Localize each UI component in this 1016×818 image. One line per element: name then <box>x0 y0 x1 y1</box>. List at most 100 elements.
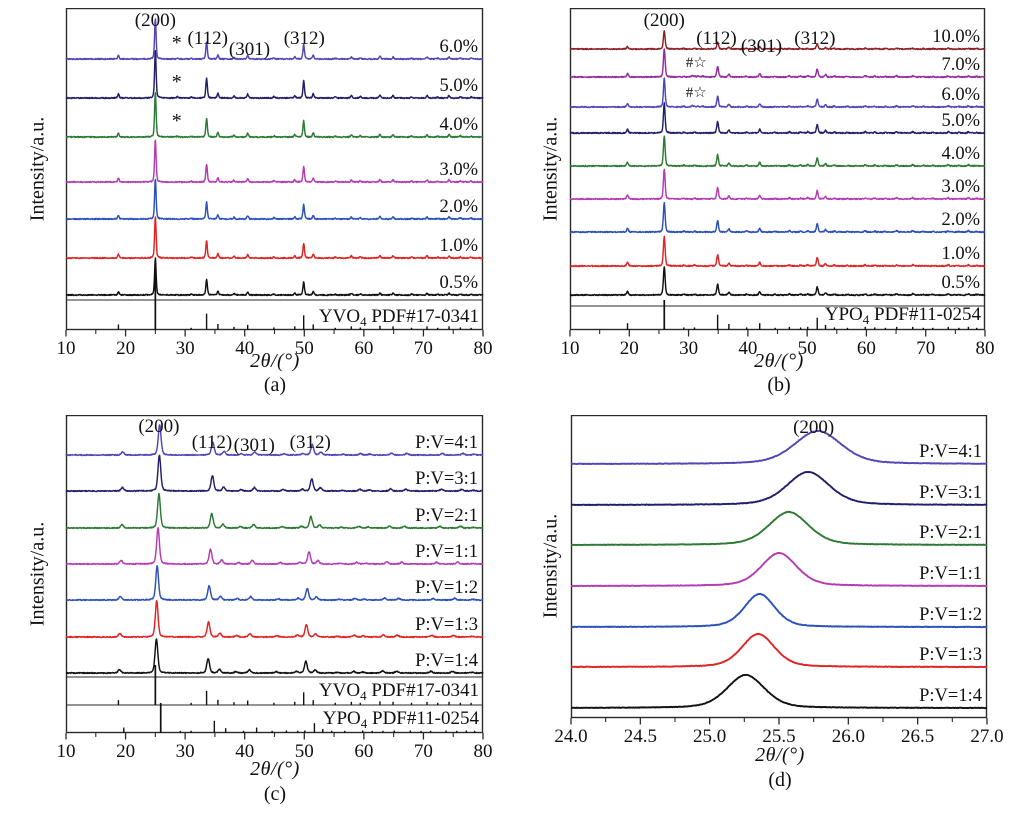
series-label-0.5%: 0.5% <box>439 273 478 293</box>
series-label-2.0%: 2.0% <box>941 210 980 230</box>
xrd-trace-10.0% <box>569 30 986 51</box>
xrd-trace-5.0% <box>569 102 986 135</box>
x-tick-label: 26.5 <box>901 726 934 747</box>
series-label-2.0%: 2.0% <box>439 197 478 217</box>
xrd-trace-6.0% <box>65 18 484 61</box>
panel-b-plot: 10 20 30 40 50 60 70 80 YPO4 PDF#11-0254 0.5% 1.0%… <box>540 7 1016 360</box>
x-tick-label: 50 <box>295 338 314 359</box>
series-label-6.0%: 6.0% <box>941 85 980 105</box>
series-label-7.0%: 7.0% <box>941 55 980 75</box>
series-label-0.5%: 0.5% <box>941 273 980 293</box>
x-tick-label: 50 <box>798 338 817 359</box>
series-label-P:V=4:1: P:V=4:1 <box>415 433 478 453</box>
x-tick-label: 40 <box>235 741 254 762</box>
peak-annotation-(301): (301) <box>741 36 782 57</box>
peak-annotation-(312): (312) <box>794 28 835 49</box>
xrd-trace-3.0% <box>65 139 484 184</box>
xrd-trace-P:V=2:1 <box>65 492 484 530</box>
x-tick-label: 27.0 <box>970 726 1003 747</box>
x-tick-label: 70 <box>414 741 433 762</box>
impurity-mark: #☆ <box>686 85 707 101</box>
series-label-P:V=1:4: P:V=1:4 <box>415 651 478 671</box>
panel-c-svg: 10 20 30 40 50 60 70 80 YVO4 PDF#17-0341 YPO4 PDF… <box>57 414 493 762</box>
peak-annotation-(112): (112) <box>696 28 736 49</box>
xrd-trace-P:V=4:1 <box>65 424 484 457</box>
panel-a-xlabel: 2θ/(°) <box>250 350 300 372</box>
x-tick-label: 60 <box>857 338 876 359</box>
series-label-P:V=2:1: P:V=2:1 <box>415 506 478 526</box>
x-tick-label: 10 <box>57 741 76 762</box>
plot-frame <box>569 7 986 331</box>
x-tick-label: 30 <box>176 741 195 762</box>
series-label-P:V=2:1: P:V=2:1 <box>919 523 982 543</box>
peak-annotation-(301): (301) <box>229 39 270 60</box>
series-label-P:V=1:2: P:V=1:2 <box>415 578 478 598</box>
xrd-trace-P:V=3:1 <box>570 470 988 507</box>
series-label-5.0%: 5.0% <box>439 76 478 96</box>
peak-annotation-(312): (312) <box>290 432 331 453</box>
impurity-mark: * <box>172 32 182 54</box>
x-tick-label: 80 <box>474 338 493 359</box>
series-label-1.0%: 1.0% <box>439 236 478 256</box>
reference-label: YVO4 PDF#17-0341 <box>319 680 479 703</box>
plot-frame <box>570 414 988 719</box>
xrd-trace-2.0% <box>65 178 484 221</box>
x-tick-label: 20 <box>116 338 135 359</box>
series-label-1.0%: 1.0% <box>941 244 980 264</box>
xrd-trace-P:V=1:1 <box>570 551 988 588</box>
xrd-trace-P:V=1:4 <box>65 638 484 675</box>
xrd-trace-4.0% <box>569 135 986 168</box>
series-label-P:V=1:1: P:V=1:1 <box>919 564 982 584</box>
xrd-trace-P:V=1:2 <box>65 565 484 602</box>
peak-annotation-(200): (200) <box>138 416 179 437</box>
series-label-P:V=1:4: P:V=1:4 <box>919 686 982 706</box>
panel-a-ylabel: Intensity/a.u. <box>26 116 49 222</box>
panel-c-xlabel: 2θ/(°) <box>250 758 300 780</box>
series-label-3.0%: 3.0% <box>941 177 980 197</box>
xrd-trace-0.5% <box>569 266 986 297</box>
xrd-trace-P:V=1:3 <box>65 599 484 639</box>
peak-annotation-(200): (200) <box>135 10 176 31</box>
x-tick-label: 20 <box>116 741 135 762</box>
panel-d-ylabel: Intensity/a.u. <box>539 513 562 619</box>
xrd-trace-P:V=1:4 <box>570 673 988 710</box>
peak-annotation-(301): (301) <box>234 435 275 456</box>
x-tick-label: 70 <box>916 338 935 359</box>
plot-frame <box>65 414 484 734</box>
series-label-10.0%: 10.0% <box>932 27 980 47</box>
peak-annotation-(112): (112) <box>188 28 228 49</box>
x-tick-label: 40 <box>235 338 254 359</box>
xrd-trace-P:V=1:3 <box>570 632 988 669</box>
x-tick-label: 80 <box>976 338 995 359</box>
x-tick-label: 20 <box>620 338 639 359</box>
x-tick-label: 50 <box>295 741 314 762</box>
x-tick-label: 25.0 <box>693 726 726 747</box>
series-label-6.0%: 6.0% <box>439 37 478 57</box>
panel-b-ylabel: Intensity/a.u. <box>539 116 562 222</box>
panel-b-letter: (b) <box>767 374 791 396</box>
series-label-4.0%: 4.0% <box>941 144 980 164</box>
xrd-trace-4.0% <box>65 91 484 139</box>
xrd-trace-P:V=1:2 <box>570 592 988 629</box>
xrd-trace-5.0% <box>65 49 484 100</box>
series-label-P:V=3:1: P:V=3:1 <box>919 483 982 503</box>
series-label-3.0%: 3.0% <box>439 160 478 180</box>
x-tick-label: 24.5 <box>624 726 657 747</box>
x-tick-label: 70 <box>414 338 433 359</box>
plot-frame <box>65 7 484 331</box>
peak-annotation-(112): (112) <box>192 432 232 453</box>
xrd-trace-7.0% <box>569 48 986 79</box>
xrd-trace-3.0% <box>569 168 986 201</box>
reference-label: YVO4 PDF#17-0341 <box>319 306 479 329</box>
series-label-5.0%: 5.0% <box>941 111 980 131</box>
xrd-trace-6.0% <box>569 77 986 109</box>
x-tick-label: 10 <box>57 338 76 359</box>
series-label-4.0%: 4.0% <box>439 115 478 135</box>
xrd-trace-2.0% <box>569 201 986 234</box>
panel-d-xlabel: 2θ/(°) <box>755 744 805 766</box>
panel-a-letter: (a) <box>263 374 287 396</box>
panel-c-letter: (c) <box>263 783 287 805</box>
x-tick-label: 40 <box>738 338 757 359</box>
panel-a-svg: 10 20 30 40 50 60 70 80 YVO4 PDF#17-0341 0.5% 1.0%… <box>57 7 493 359</box>
